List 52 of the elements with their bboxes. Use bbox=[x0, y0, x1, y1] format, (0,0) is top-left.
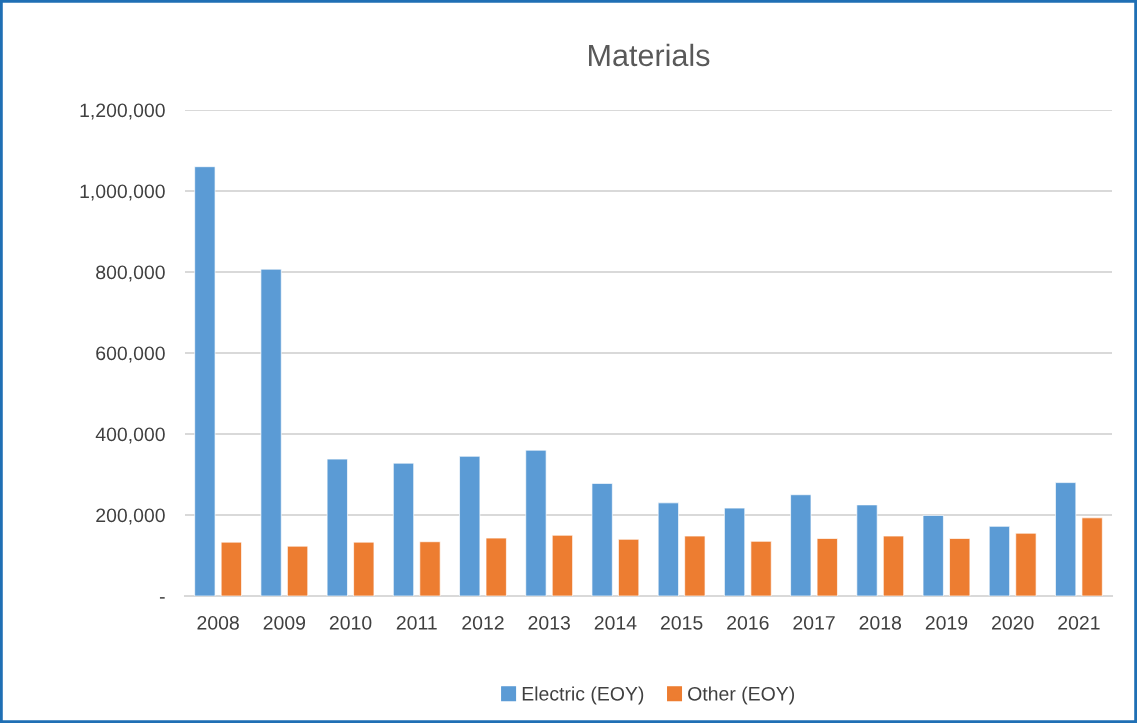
bar bbox=[459, 455, 481, 596]
bar bbox=[392, 462, 415, 596]
bar bbox=[684, 535, 706, 596]
x-tick-label: 2020 bbox=[992, 615, 1034, 630]
x-tick-label: 2021 bbox=[1058, 615, 1100, 630]
chart-title: Materials bbox=[589, 43, 710, 67]
bar bbox=[551, 534, 573, 596]
bar bbox=[525, 449, 547, 596]
bar bbox=[1015, 532, 1037, 596]
x-tick-label: 2019 bbox=[925, 615, 968, 630]
bar bbox=[419, 541, 441, 596]
bar bbox=[591, 483, 613, 596]
bar bbox=[856, 504, 878, 596]
y-tick-label: 200,000 bbox=[96, 508, 165, 525]
y-tick-label: 1,200,000 bbox=[80, 103, 165, 120]
x-tick-label: 2009 bbox=[263, 615, 306, 630]
x-tick-label: 2012 bbox=[462, 615, 504, 630]
x-tick-label: 2015 bbox=[660, 615, 703, 630]
bar bbox=[949, 538, 971, 596]
x-tick-label: 2018 bbox=[859, 615, 902, 630]
bar bbox=[618, 538, 640, 596]
x-tick-label: 2010 bbox=[329, 615, 372, 630]
bar bbox=[790, 494, 812, 596]
y-tick-label: 800,000 bbox=[96, 265, 165, 282]
bar bbox=[816, 538, 838, 596]
x-tick-label: 2013 bbox=[528, 615, 570, 630]
y-tick-label: 1,000,000 bbox=[80, 184, 165, 201]
bar bbox=[485, 537, 507, 596]
bar bbox=[657, 502, 679, 596]
bar bbox=[194, 166, 216, 596]
x-tick-label: 2017 bbox=[793, 615, 835, 630]
bar bbox=[287, 545, 309, 596]
x-tick-label: 2011 bbox=[396, 615, 437, 630]
bar bbox=[988, 525, 1010, 596]
legend-label: Electric (EOY) bbox=[522, 686, 644, 705]
bar bbox=[724, 507, 746, 596]
y-tick-label: 400,000 bbox=[95, 427, 165, 444]
bar bbox=[922, 515, 944, 596]
bar bbox=[260, 268, 282, 596]
y-tick-label: - bbox=[159, 597, 165, 599]
bar bbox=[1081, 517, 1103, 596]
legend-label: Other (EOY) bbox=[688, 686, 795, 705]
x-tick-label: 2014 bbox=[594, 615, 637, 630]
x-tick-label: 2008 bbox=[197, 615, 239, 630]
bar bbox=[353, 541, 375, 596]
y-tick-label: 600,000 bbox=[96, 346, 165, 363]
bar bbox=[750, 540, 772, 596]
bar bbox=[1055, 482, 1077, 596]
bar bbox=[882, 535, 905, 596]
bar bbox=[220, 541, 242, 596]
bar bbox=[326, 458, 348, 596]
x-tick-label: 2016 bbox=[727, 615, 769, 630]
